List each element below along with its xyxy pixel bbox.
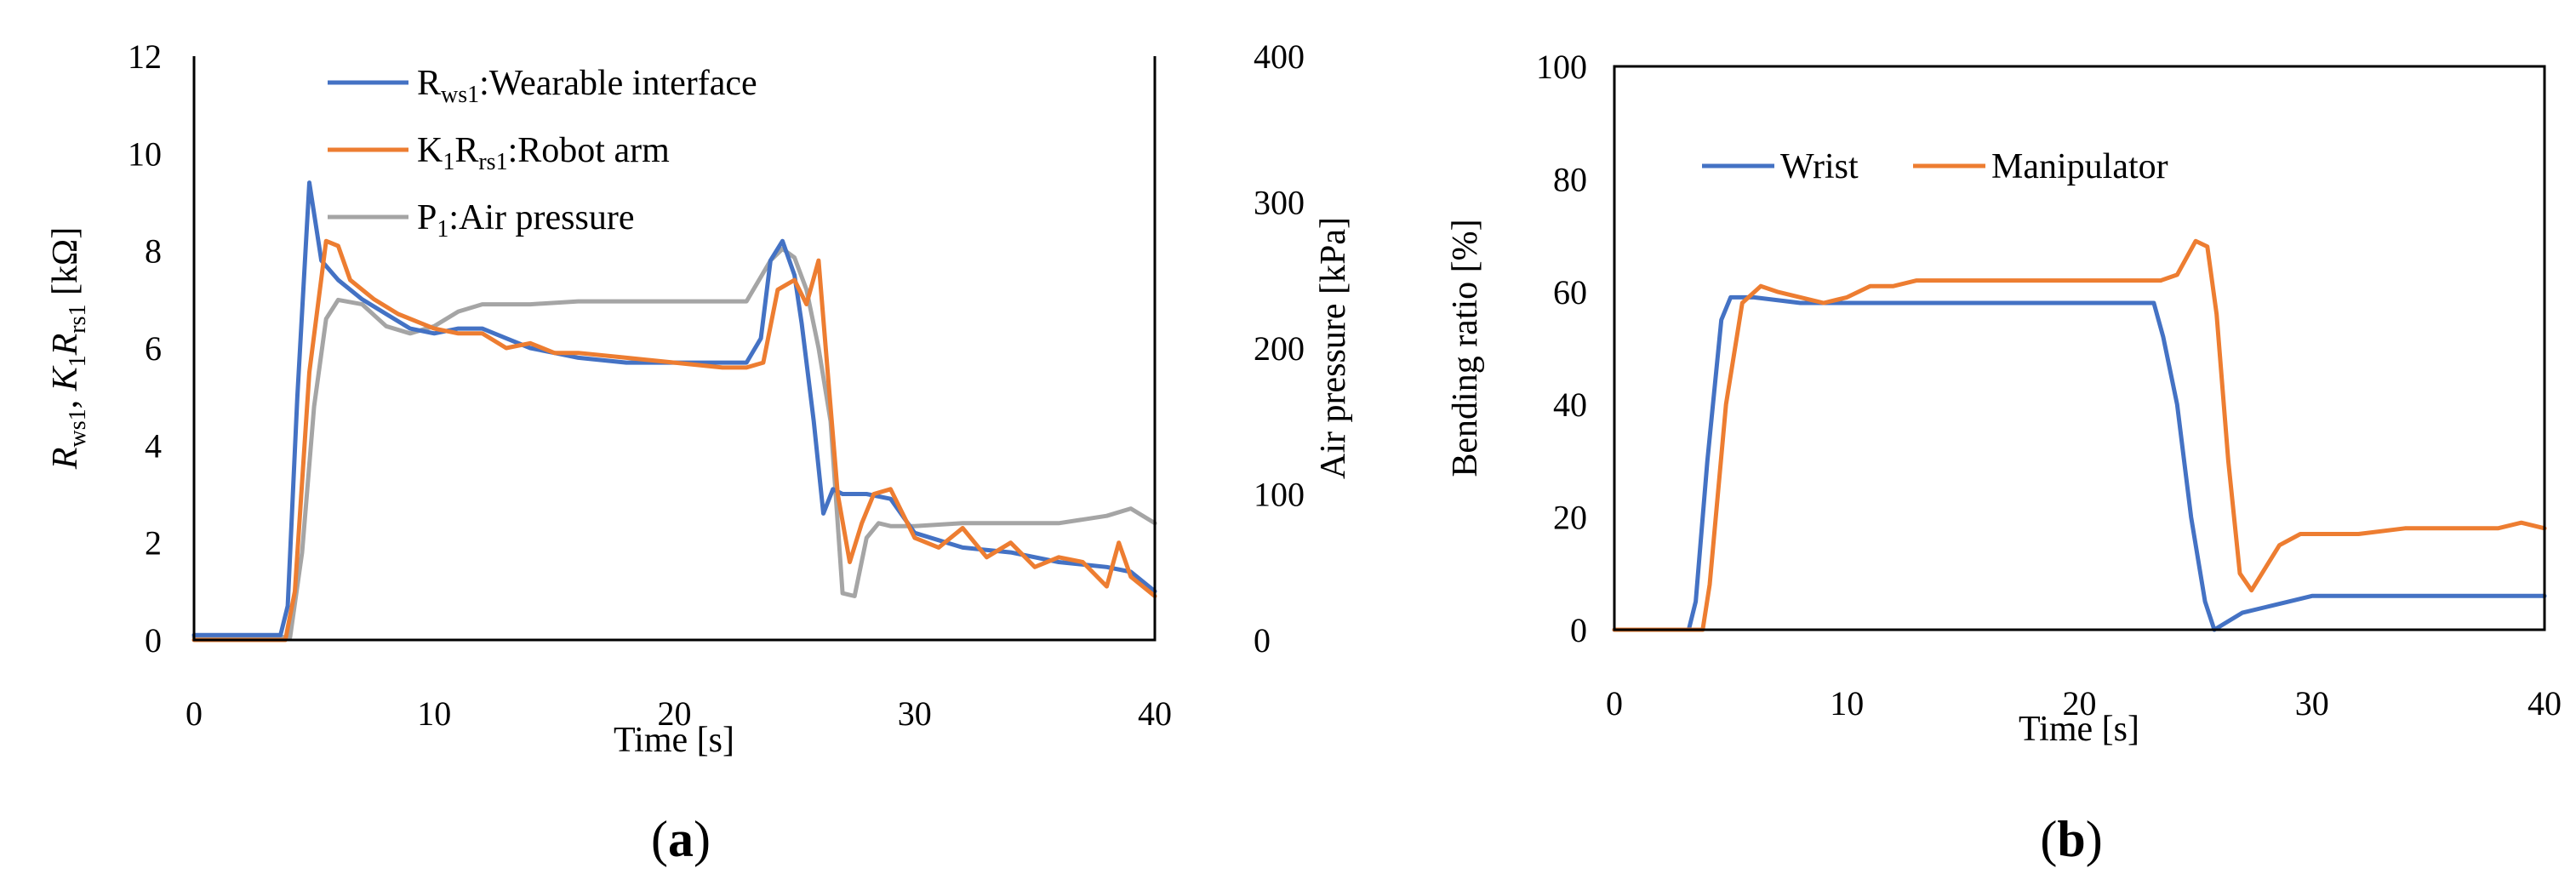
legend-robot-sub2: rs1 (478, 149, 507, 175)
ylabel-left-sub-k: 1 (65, 355, 91, 367)
panel-a-x-axis-label: Time [s] (614, 721, 734, 760)
panel-b-x-tick-10: 10 (1830, 684, 1864, 723)
panel-a-y-tick-left-2: 2 (145, 524, 162, 563)
panel-a-series-robot-arm (191, 238, 1157, 643)
panel-a-axes (192, 56, 1157, 642)
panel-b-y-tick-60: 60 (1553, 273, 1587, 311)
panel-b-y-tick-20: 20 (1553, 499, 1587, 537)
panel-a-y-tick-right-200: 200 (1254, 329, 1305, 368)
panel-b-x-axis-label: Time [s] (2019, 710, 2139, 749)
panel-b-series-wrist (1612, 294, 2547, 632)
panel-a-y-ticks-right: 0 100 200 300 400 (1254, 37, 1305, 660)
legend-label-air-pressure: P1:Air pressure (417, 198, 634, 243)
panel-a-y-tick-right-400: 400 (1254, 37, 1305, 76)
legend-air-rest: :Air pressure (448, 198, 634, 237)
panel-b-y-axis-label: Bending ratio [%] (1446, 219, 1485, 477)
panel-a-x-tick-10: 10 (417, 694, 451, 733)
panel-b-x-tick-30: 30 (2295, 684, 2329, 723)
panel-b-x-tick-20: 20 (2063, 684, 2097, 723)
panel-a-series-air-pressure (191, 246, 1157, 640)
panel-a-y-tick-right-0: 0 (1254, 621, 1271, 660)
panel-b-y-tick-100: 100 (1536, 48, 1587, 86)
ylabel-left-r1: R (46, 448, 85, 471)
panel-b-x-ticks: 0 10 20 30 40 (1606, 684, 2562, 723)
panel-a-y-tick-left-4: 4 (145, 426, 162, 465)
panel-a-label: (a) (651, 811, 711, 867)
panel-b-y-ticks: 0 20 40 60 80 100 (1536, 48, 1587, 649)
panel-a-y-tick-left-8: 8 (145, 232, 162, 271)
legend-robot-main: K (417, 131, 443, 170)
panel-b-x-tick-40: 40 (2527, 684, 2562, 723)
ylabel-left-k: K (46, 365, 85, 391)
legend-robot-main2: R (454, 131, 478, 170)
ylabel-left-comma: , (46, 391, 85, 408)
panel-b-label-open: ( (2040, 811, 2057, 867)
panel-a-x-tick-40: 40 (1138, 694, 1172, 733)
ylabel-left-r2: R (46, 334, 85, 357)
legend-label-robot-arm: K1Rrs1:Robot arm (417, 131, 670, 175)
ylabel-left-sub1: ws1 (65, 408, 91, 447)
panel-b-y-tick-80: 80 (1553, 160, 1587, 198)
panel-a-label-letter: a (668, 811, 694, 867)
panel-b-series-group (1612, 238, 2547, 632)
panel-a-y-axis-label-right: Air pressure [kPa] (1314, 217, 1353, 479)
panel-b-series-manipulator (1612, 238, 2547, 632)
panel-a-series-group (191, 180, 1157, 643)
panel-b-label: (b) (2040, 811, 2102, 867)
panel-b-label-close: ) (2086, 811, 2103, 867)
legend-label-wrist: Wrist (1780, 147, 1859, 186)
legend-wearable-rest: :Wearable interface (479, 64, 757, 103)
panel-a-y-tick-right-300: 300 (1254, 184, 1305, 222)
panel-a-y-axis-label-left: Rws1, K1Rrs1 [kΩ] (46, 227, 91, 470)
legend-air-main: P (417, 198, 437, 237)
panel-a-x-tick-20: 20 (658, 694, 692, 733)
panel-a-x-ticks: 0 10 20 30 40 (186, 694, 1172, 733)
panel-a-legend: Rws1:Wearable interface K1Rrs1:Robot arm… (328, 64, 757, 243)
legend-wearable-main: R (417, 64, 441, 103)
legend-label-manipulator: Manipulator (1991, 147, 2168, 186)
legend-air-sub: 1 (437, 216, 448, 243)
panel-a-y-tick-right-100: 100 (1254, 476, 1305, 514)
panel-b-axes (1613, 65, 2546, 631)
panel-a-y-tick-left-12: 12 (128, 37, 162, 76)
panel-a-y-tick-left-0: 0 (145, 621, 162, 660)
panel-a-y-tick-left-10: 10 (128, 134, 162, 173)
ylabel-left-unit: [kΩ] (46, 227, 85, 305)
panel-a-x-tick-30: 30 (898, 694, 932, 733)
legend-robot-rest: :Robot arm (508, 131, 670, 170)
ylabel-left-sub-r2: rs1 (65, 305, 91, 334)
panel-b-y-tick-40: 40 (1553, 386, 1587, 424)
panel-b-chart: 0 10 20 30 40 0 20 40 60 80 100 Time [s] Bending … (1446, 48, 2562, 867)
panel-a-x-tick-0: 0 (186, 694, 203, 733)
panel-a-chart: 0 10 20 30 40 0 2 4 6 8 10 12 0 100 200 300 400 Time [… (46, 37, 1353, 867)
panel-b-y-tick-0: 0 (1570, 611, 1587, 649)
panel-a-label-open: ( (651, 811, 668, 867)
panel-a-y-tick-left-6: 6 (145, 329, 162, 368)
panel-a-y-ticks-left: 0 2 4 6 8 10 12 (128, 37, 162, 660)
panel-b-legend: Wrist Manipulator (1702, 147, 2168, 186)
panel-b-label-letter: b (2057, 811, 2085, 867)
panel-b-x-tick-0: 0 (1606, 684, 1623, 723)
panel-a-label-close: ) (694, 811, 711, 867)
legend-wearable-sub: ws1 (441, 82, 479, 108)
legend-robot-sub: 1 (443, 149, 454, 175)
legend-label-wearable: Rws1:Wearable interface (417, 64, 757, 108)
